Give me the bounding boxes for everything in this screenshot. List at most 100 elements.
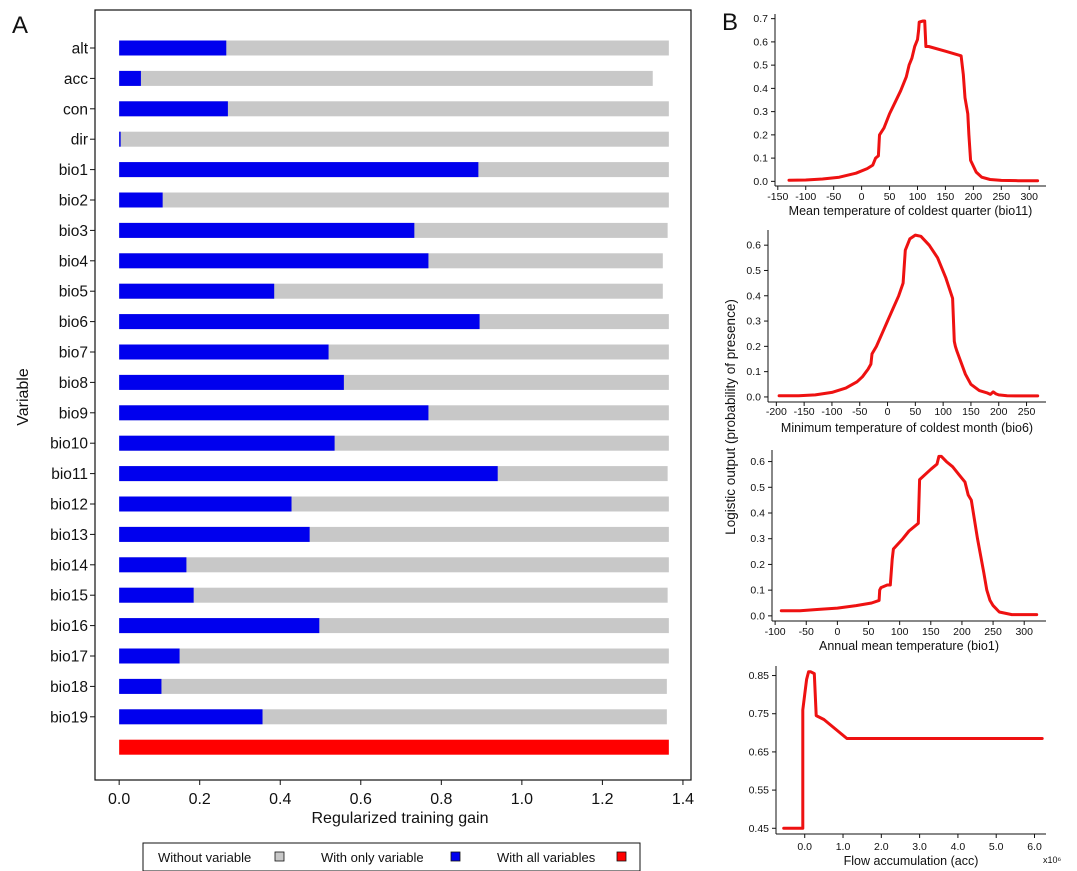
bar-only-bio10 — [119, 436, 334, 451]
category-label-bio11: bio11 — [51, 466, 88, 483]
bar-only-bio11 — [119, 466, 498, 481]
x-tick-label: 3.0 — [912, 841, 927, 853]
response-curve-panel-3: 0.0 0.1 0.2 0.3 0.4 0.5 0.6 -100 -50 0 50 100 150 200… — [750, 450, 1046, 653]
bar-only-bio15 — [119, 588, 194, 603]
x-tick-label: 4.0 — [951, 841, 966, 853]
bar-only-bio18 — [119, 679, 161, 694]
x-tick-label: 0 — [859, 191, 865, 203]
category-label-bio18: bio18 — [50, 679, 88, 696]
x-multiplier-label: x10⁶ — [1043, 855, 1062, 865]
bar-only-acc — [119, 71, 141, 86]
bar-chart-x-axis-title: Regularized training gain — [312, 810, 489, 827]
legend-label-without: Without variable — [158, 850, 251, 865]
y-tick-label: 0.45 — [749, 823, 770, 835]
bar-only-bio17 — [119, 649, 179, 664]
y-tick-label: 0.5 — [753, 60, 768, 72]
x-tick-label: 0.0 — [108, 791, 130, 808]
x-tick-label: 250 — [1018, 406, 1036, 418]
legend-label-only: With only variable — [321, 850, 424, 865]
bar-only-bio2 — [119, 193, 162, 208]
y-tick-label: 0.85 — [749, 670, 770, 682]
bar-only-alt — [119, 41, 226, 56]
legend: Without variable With only variable With… — [143, 843, 640, 871]
bar-without-acc — [119, 71, 653, 86]
response-x-axis-title: Flow accumulation (acc) — [844, 854, 979, 868]
response-curve-panel-4: 0.45 0.55 0.65 0.75 0.85 0.0 1.0 2.0 3.0 4.0 5.0 6.… — [749, 666, 1062, 868]
x-tick-label: -50 — [799, 626, 814, 638]
x-tick-label: -100 — [821, 406, 842, 418]
x-tick-label: -150 — [794, 406, 815, 418]
category-label-bio14: bio14 — [50, 557, 88, 574]
category-label-bio4: bio4 — [59, 253, 89, 270]
bar-only-bio13 — [119, 527, 309, 542]
x-tick-label: 2.0 — [874, 841, 889, 853]
category-label-con: con — [63, 101, 88, 118]
x-tick-label: 50 — [909, 406, 921, 418]
y-tick-label: 0.3 — [753, 106, 768, 118]
bar-only-bio7 — [119, 345, 328, 360]
category-label-alt: alt — [72, 41, 89, 58]
category-label-bio7: bio7 — [59, 345, 88, 362]
x-tick-label: -150 — [767, 191, 788, 203]
plot-frame — [95, 10, 691, 780]
bar-all-variables — [119, 740, 669, 755]
x-tick-label: 0 — [885, 406, 891, 418]
bar-only-dir — [119, 132, 121, 147]
x-tick-label: 50 — [884, 191, 896, 203]
x-tick-label: 0 — [834, 626, 840, 638]
bar-only-bio8 — [119, 375, 344, 390]
x-tick-label: -50 — [852, 406, 867, 418]
x-tick-label: 200 — [953, 626, 971, 638]
x-tick-label: -50 — [826, 191, 841, 203]
x-tick-label: 150 — [937, 191, 955, 203]
x-tick-label: 250 — [993, 191, 1011, 203]
y-tick-label: 0.4 — [746, 290, 761, 302]
x-tick-label: 0.8 — [430, 791, 452, 808]
x-tick-label: 100 — [909, 191, 927, 203]
panel-label-b: B — [722, 9, 738, 36]
bar-only-bio12 — [119, 497, 291, 512]
bar-without-bio2 — [119, 193, 669, 208]
x-tick-label: 150 — [962, 406, 980, 418]
x-tick-label: 150 — [922, 626, 940, 638]
bar-without-dir — [119, 132, 669, 147]
y-tick-label: 0.0 — [746, 391, 761, 403]
response-x-axis-title: Mean temperature of coldest quarter (bio… — [789, 204, 1033, 218]
category-label-bio17: bio17 — [50, 649, 88, 666]
x-tick-label: 100 — [934, 406, 952, 418]
bar-only-con — [119, 101, 228, 116]
y-tick-label: 0.1 — [750, 585, 765, 597]
x-tick-label: 5.0 — [989, 841, 1004, 853]
legend-swatch-without — [275, 852, 284, 861]
response-x-axis-title: Minimum temperature of coldest month (bi… — [781, 421, 1033, 435]
bar-only-bio4 — [119, 253, 428, 268]
category-label-bio10: bio10 — [50, 436, 88, 453]
y-tick-label: 0.6 — [750, 456, 765, 468]
y-tick-label: 0.4 — [750, 508, 765, 520]
x-tick-label: 50 — [863, 626, 875, 638]
bar-only-bio14 — [119, 557, 186, 572]
response-curve-panel-1: 0.00.10.20.30.40.50.60.7-150 -100 -50 0 50 10… — [753, 13, 1046, 218]
y-tick-label: 0.5 — [746, 265, 761, 277]
category-label-dir: dir — [71, 132, 88, 149]
x-tick-label: 300 — [1020, 191, 1038, 203]
category-label-bio8: bio8 — [59, 375, 88, 392]
response-curve-line — [784, 672, 1042, 829]
category-label-bio12: bio12 — [50, 497, 88, 514]
bar-without-bio15 — [119, 588, 667, 603]
y-tick-label: 0.6 — [746, 240, 761, 252]
y-tick-label: 0.1 — [746, 366, 761, 378]
bar-only-bio3 — [119, 223, 414, 238]
x-tick-label: 0.6 — [350, 791, 372, 808]
legend-swatch-all — [617, 852, 626, 861]
y-tick-label: 0.7 — [753, 13, 768, 25]
x-tick-label: 250 — [984, 626, 1002, 638]
x-tick-label: 300 — [1015, 626, 1033, 638]
category-label-bio13: bio13 — [50, 527, 88, 544]
gain-bar-chart: alt acc con dir bio1 bio2 bio3 bio4 bio5 bio6 bio7… — [50, 10, 694, 808]
x-tick-label: 200 — [965, 191, 983, 203]
x-tick-label: 0.0 — [797, 841, 812, 853]
category-label-bio19: bio19 — [50, 709, 88, 726]
bar-only-bio9 — [119, 405, 428, 420]
